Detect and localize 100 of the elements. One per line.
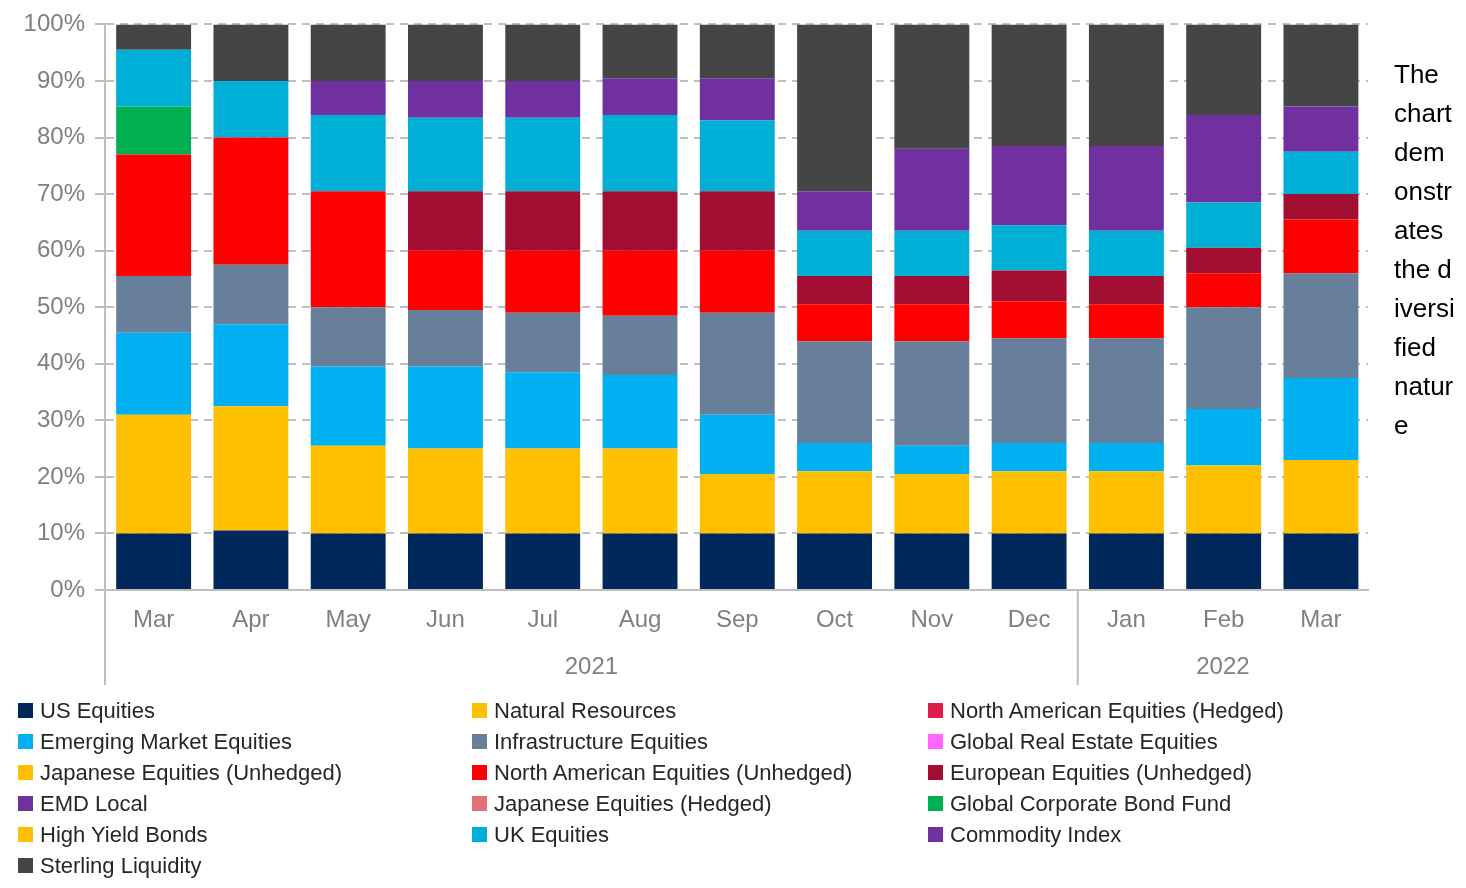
bar [1088, 146, 1164, 231]
text: The chart demonstrates the diversified nature [1394, 59, 1455, 440]
legend-label: Emerging Market Equities [40, 728, 292, 755]
bar [991, 533, 1067, 589]
x-tick-label: Nov [910, 605, 954, 633]
y-tick-label: 20% [36, 461, 85, 489]
bar [1283, 219, 1359, 274]
x-tick-label: Jan [1107, 605, 1146, 633]
bar [1283, 377, 1359, 460]
bar [116, 332, 192, 415]
legend-label: North American Equities (Unhedged) [494, 759, 853, 786]
bar [408, 448, 483, 534]
y-tick-label: 80% [36, 122, 85, 150]
x-tick-label: Dec [1007, 605, 1051, 633]
bar [699, 120, 775, 192]
bar [894, 474, 970, 534]
bar [699, 312, 775, 415]
bar [116, 154, 192, 277]
legend-label: High Yield Bonds [40, 821, 208, 848]
bar [602, 250, 678, 316]
bar [310, 533, 386, 589]
bar [408, 310, 483, 367]
bar [1186, 273, 1262, 308]
bar [505, 191, 581, 251]
bar [1283, 194, 1359, 220]
bar [602, 448, 678, 534]
bar [797, 442, 873, 472]
bar [310, 24, 386, 81]
bar [894, 445, 970, 475]
legend-label: European Equities (Unhedged) [950, 759, 1253, 786]
bar [797, 191, 873, 231]
bar [408, 366, 483, 449]
bar [699, 250, 775, 313]
legend-label: Global Real Estate Equities [950, 728, 1218, 755]
bar [602, 24, 678, 79]
bar [310, 114, 386, 192]
bar [213, 406, 289, 531]
x-tick-label: Jun [426, 605, 465, 633]
bar [1186, 465, 1262, 534]
bar [991, 146, 1067, 226]
bar [894, 533, 970, 589]
bar [991, 471, 1067, 534]
y-tick-label: 30% [36, 404, 85, 432]
x-tick-label: Oct [815, 605, 854, 633]
bar [991, 270, 1067, 302]
legend-label: Global Corporate Bond Fund [950, 790, 1232, 817]
legend-label: North American Equities (Hedged) [950, 697, 1284, 724]
bar [1186, 307, 1262, 410]
bar [699, 533, 775, 589]
bar [797, 24, 873, 192]
legend-label: Sterling Liquidity [40, 852, 202, 879]
bar [505, 80, 581, 118]
bar [505, 372, 581, 449]
bar [1283, 106, 1359, 152]
bar [1088, 471, 1164, 534]
bar [699, 24, 775, 79]
bar [213, 530, 289, 589]
bar [408, 80, 483, 118]
y-tick-label: 10% [36, 518, 85, 546]
bar [310, 307, 386, 367]
bar [797, 471, 873, 534]
bar [1088, 533, 1164, 589]
bar [1088, 276, 1164, 305]
bar [699, 474, 775, 534]
bar [699, 414, 775, 475]
bar [213, 324, 289, 407]
bar [699, 191, 775, 251]
x-tick-label: Sep [715, 605, 759, 633]
text: 2022 [1196, 651, 1250, 679]
bar [894, 230, 970, 277]
x-tick-label: Mar [132, 605, 175, 633]
x-tick-label: Mar [1300, 605, 1342, 633]
bar [894, 24, 970, 149]
y-tick-label: 40% [36, 348, 85, 376]
bar [505, 312, 581, 373]
bar [1283, 273, 1359, 378]
bar [797, 533, 873, 589]
bar [1186, 409, 1262, 466]
legend-label: Infrastructure Equities [494, 728, 708, 755]
bar [310, 191, 386, 308]
bar [1283, 533, 1359, 589]
bar [1186, 533, 1262, 589]
bar [991, 24, 1067, 146]
bar [116, 276, 192, 333]
legend-label: Natural Resources [494, 697, 677, 724]
bar [310, 445, 386, 534]
bar [1283, 151, 1359, 195]
bar [894, 341, 970, 446]
bar [408, 533, 483, 589]
bar [602, 375, 678, 449]
y-tick-label: 70% [36, 178, 85, 206]
bar [213, 80, 289, 138]
bar [1186, 247, 1262, 274]
bar [213, 264, 289, 325]
bar [1088, 338, 1164, 443]
bar [602, 533, 678, 589]
bar [797, 276, 873, 305]
bar [894, 304, 970, 342]
bar [699, 78, 775, 121]
x-tick-label: Aug [618, 605, 662, 633]
